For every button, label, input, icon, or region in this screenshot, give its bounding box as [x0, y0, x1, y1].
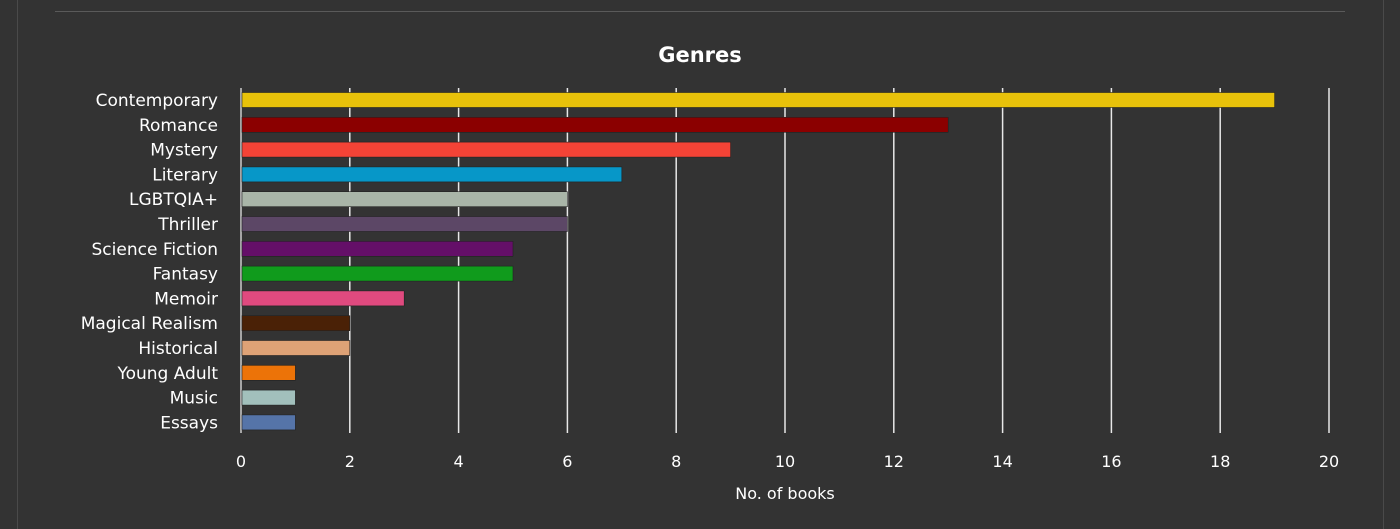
x-tick-label: 4	[454, 452, 464, 471]
category-label: Historical	[138, 339, 218, 359]
category-label: Memoir	[154, 289, 218, 309]
category-label: Magical Realism	[81, 314, 218, 334]
panel-right-border	[1383, 0, 1384, 529]
x-tick-label: 12	[884, 452, 904, 471]
category-label: Literary	[152, 165, 218, 185]
category-label: Music	[170, 389, 218, 409]
category-label: Essays	[160, 413, 218, 433]
bar-literary	[241, 166, 623, 183]
x-tick-label: 18	[1210, 452, 1230, 471]
chart-title: Genres	[658, 43, 742, 67]
category-labels: Contemporary Romance Mystery Literary LGBTQI…	[81, 91, 219, 433]
bar-memoir	[241, 290, 405, 307]
panel-top-divider	[55, 11, 1345, 12]
bar-romance	[241, 117, 949, 133]
category-label: Contemporary	[96, 91, 218, 111]
bar-fantasy	[241, 265, 514, 282]
panel-left-border	[17, 0, 18, 529]
x-tick-labels: 0 2 4 6 8 10 12 14 16 18 20	[236, 452, 1339, 471]
x-tick-label: 16	[1101, 452, 1121, 471]
category-label: Science Fiction	[92, 240, 218, 260]
category-label: Young Adult	[116, 364, 218, 384]
x-tick-label: 20	[1319, 452, 1339, 471]
x-tick-label: 8	[671, 452, 681, 471]
x-tick-label: 14	[992, 452, 1012, 471]
x-axis-label: No. of books	[735, 484, 835, 503]
x-tick-label: 2	[345, 452, 355, 471]
x-tick-label: 10	[775, 452, 795, 471]
category-label: Thriller	[157, 215, 218, 235]
category-label: Mystery	[150, 141, 218, 161]
category-label: Fantasy	[153, 265, 218, 285]
bar-essays	[241, 414, 296, 431]
bar-young-adult	[241, 364, 296, 381]
category-label: Romance	[139, 116, 218, 136]
bars	[241, 92, 1275, 431]
bar-lgbtqia-	[241, 191, 568, 207]
category-label: LGBTQIA+	[129, 190, 218, 210]
bar-thriller	[241, 216, 568, 232]
bar-music	[241, 389, 296, 406]
bar-historical	[241, 340, 351, 356]
x-tick-label: 6	[562, 452, 572, 471]
bar-science-fiction	[241, 241, 514, 257]
x-tick-label: 0	[236, 452, 246, 471]
bar-mystery	[241, 141, 731, 158]
gridlines	[240, 88, 1330, 433]
bar-contemporary	[241, 92, 1275, 108]
bar-magical-realism	[241, 315, 351, 332]
